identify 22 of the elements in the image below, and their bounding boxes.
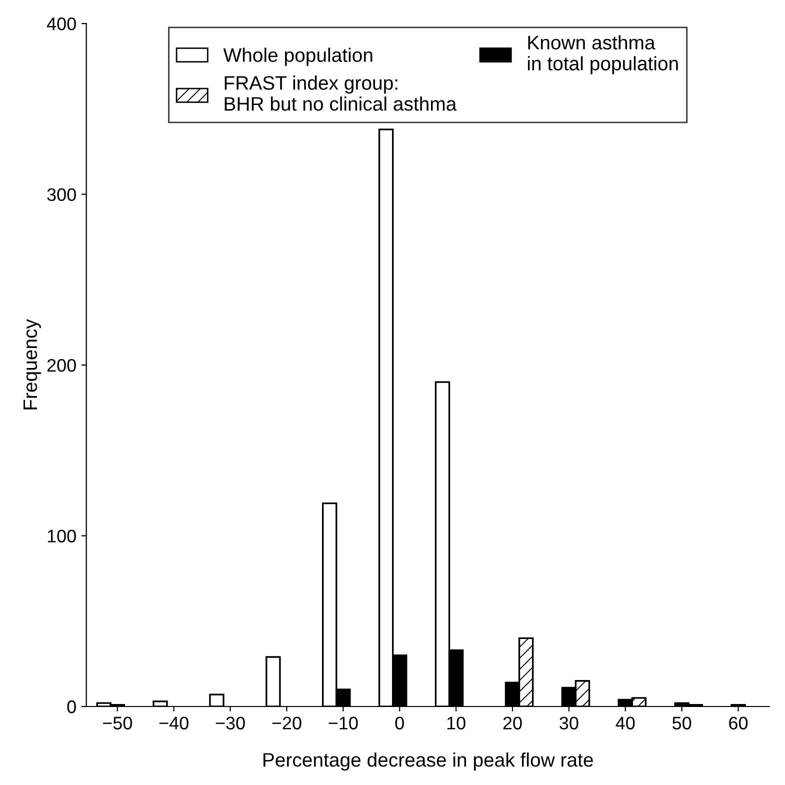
y-tick-label: 300 xyxy=(47,188,76,202)
y-tick-label: 100 xyxy=(48,530,76,542)
x-tick-label: 60 xyxy=(729,716,748,730)
legend-label: FRAST index group: BHR but no clinical asthma xyxy=(224,76,457,111)
x-tick-label: −10 xyxy=(328,716,358,730)
y-tick-label: 0 xyxy=(67,700,76,714)
x-tick-label: 40 xyxy=(616,716,635,730)
x-tick-label: −40 xyxy=(159,716,188,730)
legend-label: Whole population xyxy=(223,48,372,66)
legend-label: Known asthma in total population xyxy=(528,35,678,74)
y-tick-label: 400 xyxy=(46,17,76,30)
x-tick-label: −50 xyxy=(102,716,132,730)
x-axis-title: Percentage decrease in peak flow rate xyxy=(264,752,593,771)
x-tick-label: 20 xyxy=(503,716,522,730)
y-axis-title: Frequency xyxy=(24,319,41,410)
x-tick-label: 0 xyxy=(395,716,404,730)
y-tick-label: 200 xyxy=(47,358,76,372)
x-tick-label: −20 xyxy=(272,716,302,730)
x-tick-label: 50 xyxy=(672,716,692,730)
x-tick-label: 30 xyxy=(560,716,578,730)
x-tick-label: 10 xyxy=(447,716,466,730)
x-tick-label: −30 xyxy=(216,716,245,730)
